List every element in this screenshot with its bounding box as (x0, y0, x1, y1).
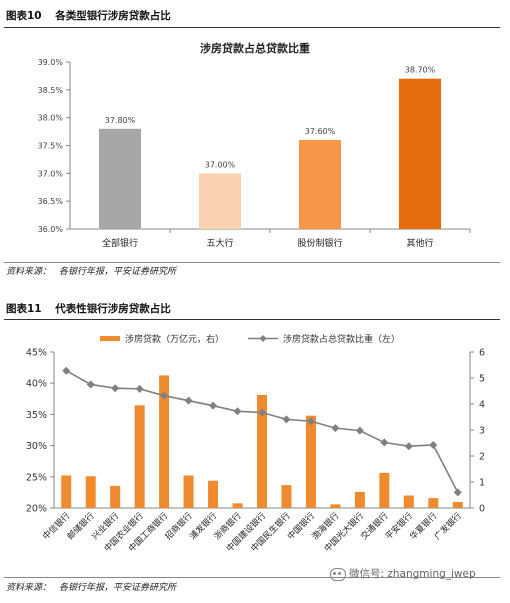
figure-11-title: 图表11 代表性银行涉房贷款占比 (6, 301, 171, 316)
chart-2-line-point (355, 426, 364, 435)
watermark-text: 微信号: zhangming_iwep (349, 568, 476, 580)
figure-10-bottom-rule (4, 262, 500, 263)
chart-2-left-tick-label: 30% (26, 441, 47, 452)
chart-2-bar (428, 498, 439, 508)
chart-2-right-tick-label: 1 (479, 478, 485, 489)
chart-1-data-label: 37.60% (305, 127, 336, 136)
chart-2-line-point (331, 424, 340, 433)
chart-2-bar (379, 472, 390, 508)
chart-2-bar (85, 476, 96, 508)
figure-10-top-rule (4, 27, 500, 28)
chart-2-x-tick-label: 广发银行 (432, 510, 464, 542)
chart-1-bar (299, 139, 341, 229)
figure-11-bottom-rule (4, 577, 500, 578)
chart-2-line-point (282, 415, 291, 424)
chart-2-bar (257, 394, 267, 508)
figure-11-source-text: 各银行年报，平安证券研究所 (59, 583, 177, 593)
chart-2-bar (159, 375, 170, 508)
chart-1-y-tick-label: 38.0% (38, 114, 64, 123)
chart-2-right-tick-label: 6 (479, 348, 485, 359)
chart-2-right-tick-label: 0 (479, 504, 485, 515)
chart-1-bar (399, 78, 441, 229)
chart-2-line-point (111, 384, 120, 393)
chart-2-bar (330, 504, 341, 508)
chart-2-line-point (209, 401, 218, 410)
chart-2-right-tick-label: 3 (479, 426, 485, 437)
chart-2-left-tick-label: 40% (26, 379, 47, 390)
chart-1-bar (99, 128, 141, 229)
chart-2-line-point (380, 438, 389, 447)
wechat-watermark: 微信号: zhangming_iwep (330, 566, 476, 581)
chart-representative-banks: 涉房贷款（万亿元，右） 涉房贷款占总贷款比重（左） 20% 25% 30% 35% 40%… (26, 333, 485, 554)
chart-1-x-tick-label: 股份制银行 (297, 237, 342, 249)
chart-1-y-tick-label: 37.0% (38, 169, 64, 178)
figure-10-heading: 各类型银行涉房贷款占比 (55, 10, 171, 22)
figure-10-source: 资料来源： 各银行年报，平安证券研究所 (6, 267, 177, 277)
chart-2-line-point (135, 384, 144, 393)
chart-2-line-point (233, 407, 242, 416)
figure-11-source-label: 资料来源 (6, 583, 43, 593)
figure-10-source-label: 资料来源 (6, 267, 43, 277)
chart-2-line-point (429, 440, 438, 449)
chart-2-right-tick-label: 5 (479, 374, 485, 385)
chart-2-line-point (62, 366, 71, 375)
chart-1-y-tick-label: 39.0% (38, 58, 64, 67)
chart-1-x-tick-label: 五大行 (206, 237, 233, 249)
chart-1-title: 涉房贷款占总贷款比重 (200, 41, 310, 55)
chart-2-line-point (184, 396, 193, 405)
legend-bar-label: 涉房贷款（万亿元，右） (125, 333, 224, 345)
figure-11-heading: 代表性银行涉房贷款占比 (55, 303, 171, 315)
chart-2-left-tick-label: 45% (26, 348, 47, 359)
figure-11-source: 资料来源： 各银行年报，平安证券研究所 (6, 583, 177, 593)
chart-2-bar (403, 495, 414, 508)
chart-1-y-tick-label: 38.5% (38, 86, 64, 95)
figure-10-source-text: 各银行年报，平安证券研究所 (59, 267, 177, 277)
chart-2-line-point (258, 408, 266, 417)
chart-2-left-tick-label: 20% (26, 504, 47, 515)
figure-10-number: 图表10 (6, 10, 42, 22)
chart-1-y-tick-label: 36.5% (38, 197, 64, 206)
chart-bank-types: 涉房贷款占总贷款比重 36.0% 36.5% 37.0% 37.5% 38.0% 38.5… (38, 41, 471, 249)
chart-2-bar (452, 502, 463, 508)
figure-10-title: 图表10 各类型银行涉房贷款占比 (6, 8, 171, 23)
chart-1-y-tick-label: 36.0% (38, 225, 64, 234)
chart-2-line-point (86, 380, 95, 389)
legend-line-label: 涉房贷款占总贷款比重（左） (283, 333, 400, 345)
chart-2-bar (110, 485, 121, 508)
chart-2-bar (208, 480, 219, 508)
wechat-icon (330, 567, 346, 581)
chart-1-data-label: 37.00% (205, 160, 236, 169)
legend-line-marker (259, 335, 267, 342)
chart-1-data-label: 37.80% (105, 116, 136, 125)
chart-2-bar (281, 485, 292, 508)
chart-1-y-tick-label: 37.5% (38, 142, 64, 151)
chart-2-line-point (453, 488, 462, 497)
chart-2-line-point (306, 417, 315, 426)
chart-2-left-tick-label: 35% (26, 410, 47, 421)
chart-2-bar (183, 475, 194, 508)
chart-2-bar (134, 405, 145, 508)
legend-bar-swatch (100, 336, 120, 341)
chart-2-bar (232, 503, 243, 508)
chart-2-bar (305, 415, 316, 508)
chart-1-x-tick-label: 全部银行 (102, 237, 138, 249)
chart-2-right-tick-label: 2 (479, 452, 485, 463)
chart-2-bar (61, 475, 72, 508)
chart-1-data-label: 38.70% (405, 66, 436, 75)
chart-2-right-tick-label: 4 (479, 400, 485, 411)
chart-2-line-point (160, 391, 169, 400)
chart-1-x-tick-label: 其他行 (406, 237, 433, 249)
figure-11-number: 图表11 (6, 303, 42, 315)
figure-11-top-rule (4, 319, 500, 320)
chart-2-bar (354, 491, 365, 508)
chart-1-bar (199, 173, 241, 229)
chart-2-left-tick-label: 25% (26, 472, 47, 483)
chart-2-line-point (404, 442, 413, 451)
